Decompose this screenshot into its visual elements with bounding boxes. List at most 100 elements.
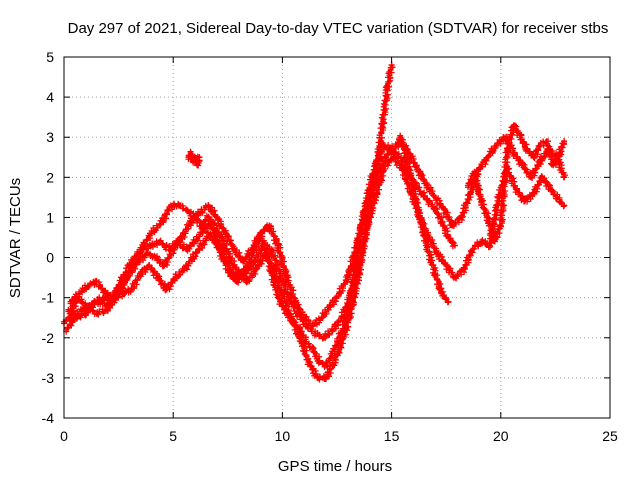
- data-point-marker: [135, 258, 142, 265]
- data-point-marker: [244, 278, 251, 285]
- data-series-layer: [61, 62, 569, 383]
- x-tick-label: 0: [60, 428, 68, 444]
- y-tick-label: 4: [46, 89, 54, 105]
- data-point-marker: [397, 134, 404, 141]
- y-tick-label: 0: [46, 250, 54, 266]
- data-point-marker: [213, 214, 220, 221]
- data-point-marker: [329, 362, 336, 369]
- data-point-marker: [205, 202, 212, 209]
- data-point-marker: [189, 254, 196, 261]
- data-point-marker: [375, 150, 382, 157]
- data-point-marker: [268, 246, 275, 253]
- data-point-marker: [187, 150, 194, 157]
- data-point-marker: [478, 198, 485, 205]
- data-point-marker: [423, 182, 430, 189]
- data-point-marker: [548, 186, 555, 193]
- y-tick-labels: -4 -3 -2 -1 0 1 2 3 4 5: [42, 49, 55, 426]
- data-point-marker: [510, 122, 517, 129]
- series-track-5: [185, 148, 203, 169]
- axis-ticks: [63, 56, 611, 419]
- data-point-marker: [209, 218, 216, 225]
- x-tick-label: 20: [493, 428, 509, 444]
- series-track-6: [394, 132, 452, 306]
- y-tick-label: 5: [46, 49, 54, 65]
- data-point-marker: [384, 86, 391, 93]
- data-point-marker: [465, 182, 472, 189]
- data-point-marker: [172, 274, 179, 281]
- data-point-marker: [305, 358, 312, 365]
- data-point-marker: [524, 146, 531, 153]
- data-point-marker: [165, 206, 172, 213]
- marker-trail-track-7: [465, 122, 568, 245]
- data-point-marker: [318, 314, 325, 321]
- marker-trail-track-1: [61, 142, 458, 370]
- data-point-marker: [519, 162, 526, 169]
- data-point-marker: [320, 334, 327, 341]
- data-point-marker: [248, 246, 255, 253]
- data-point-marker: [74, 314, 81, 321]
- data-point-marker: [410, 186, 417, 193]
- data-point-marker: [390, 154, 397, 161]
- data-point-marker: [76, 290, 83, 297]
- data-point-marker: [275, 242, 282, 249]
- data-point-marker: [111, 294, 118, 301]
- data-point-marker: [416, 214, 423, 221]
- data-point-marker: [119, 290, 126, 297]
- data-point-marker: [336, 334, 343, 341]
- data-point-marker: [185, 154, 192, 161]
- data-point-marker: [233, 278, 240, 285]
- data-point-marker: [504, 146, 511, 153]
- series-track-1: [61, 142, 458, 370]
- data-point-marker: [445, 298, 452, 305]
- data-point-marker: [100, 294, 107, 301]
- data-point-marker: [183, 206, 190, 213]
- data-point-marker: [67, 298, 74, 305]
- data-point-marker: [148, 242, 155, 249]
- data-point-marker: [556, 198, 563, 205]
- data-point-marker: [93, 278, 100, 285]
- marker-trail-track-2: [63, 62, 396, 383]
- data-point-marker: [401, 146, 408, 153]
- data-point-marker: [425, 198, 432, 205]
- data-point-marker: [550, 162, 557, 169]
- data-point-marker: [192, 238, 199, 245]
- data-point-marker: [224, 266, 231, 273]
- data-point-marker: [285, 294, 292, 301]
- data-point-marker: [441, 206, 448, 213]
- data-point-marker: [561, 138, 568, 145]
- x-tick-labels: 0 5 10 15 20 25: [60, 428, 618, 444]
- y-tick-label: 1: [46, 209, 54, 225]
- data-point-marker: [303, 322, 310, 329]
- data-point-marker: [486, 242, 493, 249]
- series-track-4: [67, 153, 568, 342]
- data-point-marker: [294, 310, 301, 317]
- data-point-marker: [362, 206, 369, 213]
- data-point-marker: [152, 254, 159, 261]
- data-point-marker: [102, 290, 109, 297]
- data-point-marker: [355, 262, 362, 269]
- data-point-marker: [251, 258, 258, 265]
- data-point-marker: [198, 242, 205, 249]
- data-point-marker: [91, 298, 98, 305]
- data-point-marker: [288, 314, 295, 321]
- data-point-marker: [170, 246, 177, 253]
- chart-title: Day 297 of 2021, Sidereal Day-to-day VTE…: [68, 20, 609, 37]
- data-point-marker: [163, 286, 170, 293]
- data-point-marker: [434, 250, 441, 257]
- data-point-marker: [277, 298, 284, 305]
- data-point-marker: [382, 142, 389, 149]
- data-point-marker: [104, 302, 111, 309]
- data-point-marker: [445, 234, 452, 241]
- data-point-marker: [196, 154, 203, 161]
- data-point-marker: [353, 242, 360, 249]
- data-point-marker: [458, 214, 465, 221]
- data-point-marker: [382, 162, 389, 169]
- data-point-marker: [309, 346, 316, 353]
- y-axis-label: SDTVAR / TECUs: [7, 178, 24, 298]
- data-point-marker: [85, 282, 92, 289]
- data-point-marker: [189, 158, 196, 165]
- data-point-marker: [338, 314, 345, 321]
- data-point-marker: [432, 270, 439, 277]
- data-point-marker: [183, 246, 190, 253]
- data-point-marker: [432, 194, 439, 201]
